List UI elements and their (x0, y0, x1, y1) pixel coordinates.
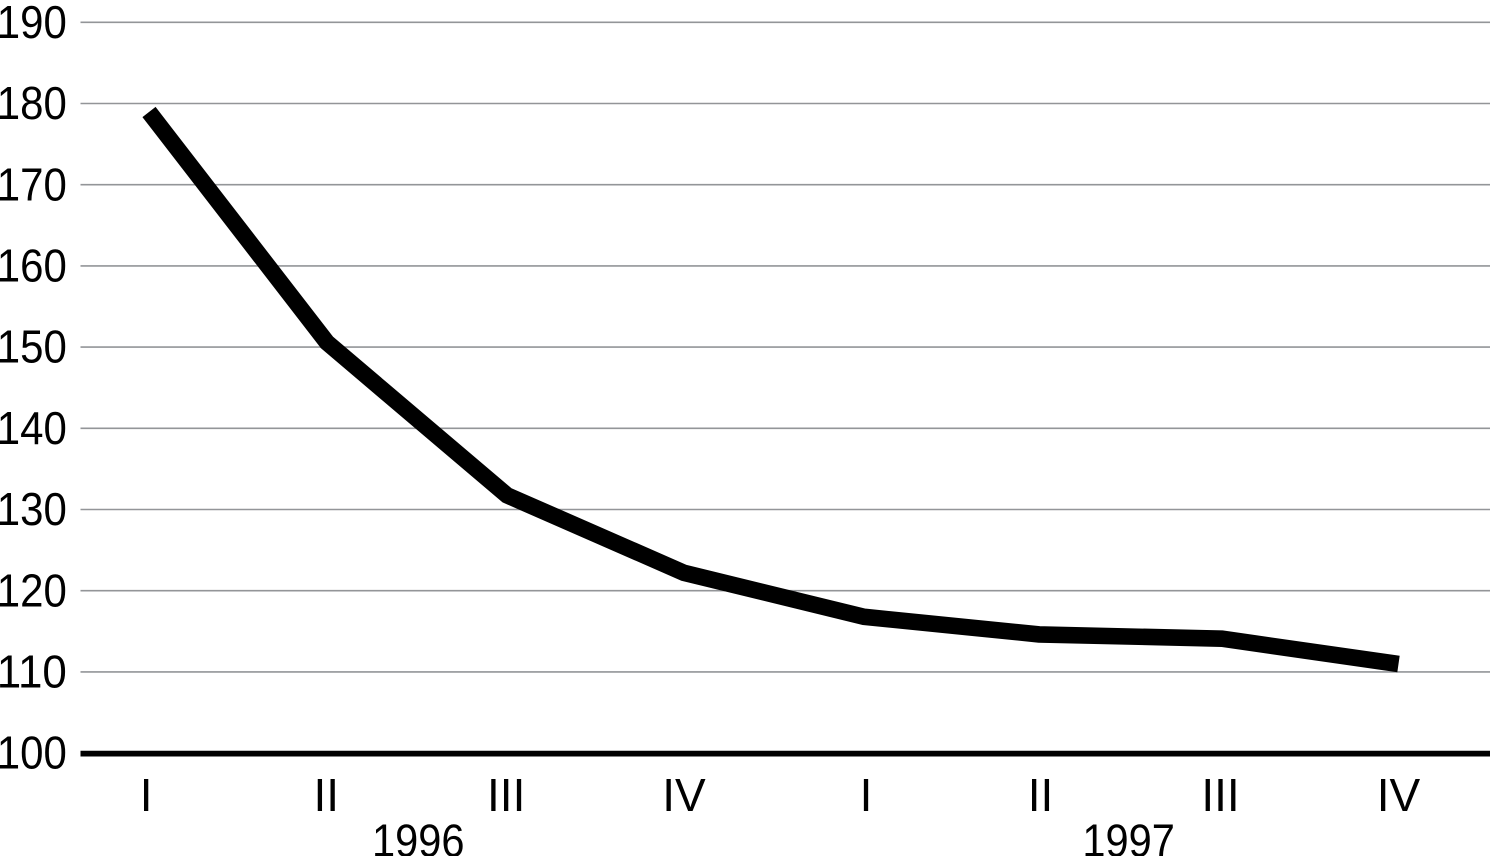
svg-text:II: II (314, 769, 340, 821)
svg-text:III: III (487, 769, 525, 821)
svg-text:100: 100 (0, 727, 67, 779)
svg-text:1996: 1996 (372, 815, 465, 856)
svg-text:190: 190 (0, 0, 67, 48)
svg-text:I: I (860, 769, 873, 821)
svg-text:120: 120 (0, 564, 67, 616)
svg-text:I: I (140, 769, 153, 821)
svg-text:150: 150 (0, 321, 67, 373)
svg-text:IV: IV (662, 769, 706, 821)
svg-text:140: 140 (0, 402, 67, 454)
svg-text:130: 130 (0, 483, 67, 535)
svg-text:1997: 1997 (1082, 815, 1175, 856)
svg-text:II: II (1028, 769, 1054, 821)
svg-text:180: 180 (0, 77, 67, 129)
svg-text:170: 170 (0, 158, 67, 210)
svg-text:IV: IV (1377, 769, 1421, 821)
svg-text:III: III (1201, 769, 1239, 821)
svg-text:110: 110 (0, 646, 67, 698)
svg-text:160: 160 (0, 240, 67, 292)
